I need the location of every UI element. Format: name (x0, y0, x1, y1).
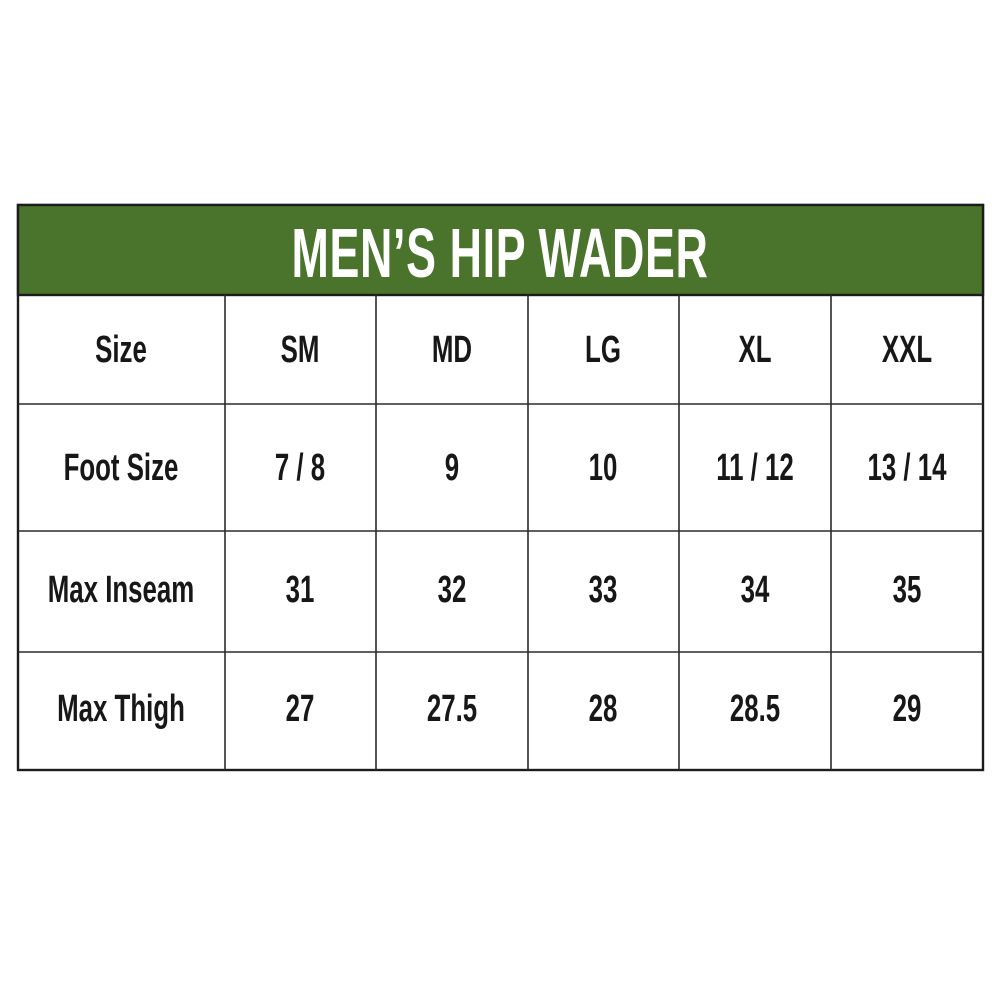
svg-text:27: 27 (286, 687, 315, 729)
svg-text:31: 31 (286, 568, 315, 610)
svg-text:32: 32 (438, 568, 467, 610)
svg-text:9: 9 (445, 446, 459, 488)
svg-text:XL: XL (738, 328, 771, 370)
svg-text:27.5: 27.5 (427, 687, 477, 729)
svg-text:XXL: XXL (882, 328, 932, 370)
svg-text:MD: MD (432, 328, 472, 370)
svg-text:10: 10 (589, 446, 618, 488)
svg-text:13 / 14: 13 / 14 (867, 446, 946, 488)
svg-text:Max Thigh: Max Thigh (57, 687, 185, 729)
svg-text:11 / 12: 11 / 12 (716, 446, 794, 488)
svg-text:SM: SM (281, 328, 320, 370)
svg-text:34: 34 (741, 568, 770, 610)
svg-text:Size: Size (95, 328, 147, 370)
svg-text:MEN’S HIP WADER: MEN’S HIP WADER (292, 215, 709, 292)
svg-text:29: 29 (893, 687, 922, 729)
svg-text:35: 35 (893, 568, 922, 610)
svg-text:7 / 8: 7 / 8 (275, 446, 325, 488)
svg-text:LG: LG (585, 328, 621, 370)
svg-text:33: 33 (589, 568, 618, 610)
svg-text:28.5: 28.5 (730, 687, 780, 729)
svg-text:Max Inseam: Max Inseam (48, 568, 194, 610)
svg-text:28: 28 (589, 687, 618, 729)
svg-text:Foot Size: Foot Size (64, 446, 179, 488)
